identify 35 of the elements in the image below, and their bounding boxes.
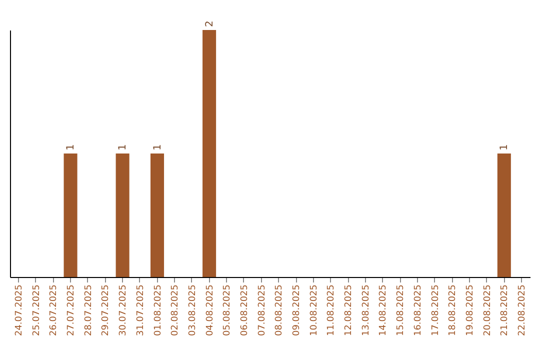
x-tick-label: 09.08.2025 xyxy=(292,284,302,336)
data-label: 1 xyxy=(118,144,129,150)
x-tick-label: 07.08.2025 xyxy=(257,284,268,336)
x-tick-label: 17.08.2025 xyxy=(430,284,441,336)
data-label: 2 xyxy=(204,20,216,27)
x-tick-label: 28.07.2025 xyxy=(84,284,94,336)
x-tick-label: 18.08.2025 xyxy=(448,284,458,336)
x-tick-label: 20.08.2025 xyxy=(482,284,493,336)
x-tick-label: 16.08.2025 xyxy=(413,284,424,336)
x-tick-label: 25.07.2025 xyxy=(32,284,42,336)
x-tick-label: 15.08.2025 xyxy=(396,284,406,336)
x-tick-label: 12.08.2025 xyxy=(344,284,354,336)
x-tick-label: 03.08.2025 xyxy=(188,284,198,336)
x-tick-label: 06.08.2025 xyxy=(240,284,250,336)
x-tick-label: 01.08.2025 xyxy=(153,284,164,336)
x-tick-label: 11.08.2025 xyxy=(326,284,337,336)
x-tick-label: 24.07.2025 xyxy=(14,284,24,336)
data-label: 1 xyxy=(66,144,77,150)
data-label: 1 xyxy=(152,144,164,150)
x-tick-label: 22.08.2025 xyxy=(518,284,528,336)
x-tick-label: 19.08.2025 xyxy=(465,284,476,336)
x-tick-label: 08.08.2025 xyxy=(274,284,285,336)
x-tick-label: 05.08.2025 xyxy=(222,284,233,336)
data-label: 1 xyxy=(499,144,510,150)
x-tick-label: 30.07.2025 xyxy=(118,284,129,336)
x-tick-label: 27.07.2025 xyxy=(66,284,77,336)
x-tick-label: 02.08.2025 xyxy=(170,284,181,336)
x-tick-label: 29.07.2025 xyxy=(101,284,112,336)
x-tick-label: 04.08.2025 xyxy=(205,284,216,336)
x-tick-label: 31.07.2025 xyxy=(136,284,146,336)
x-tick-label: 13.08.2025 xyxy=(361,284,372,336)
x-tick-label: 21.08.2025 xyxy=(500,284,510,336)
x-tick-label: 14.08.2025 xyxy=(378,284,389,336)
x-tick-label: 26.07.2025 xyxy=(49,284,60,336)
x-tick-label: 10.08.2025 xyxy=(309,284,320,336)
